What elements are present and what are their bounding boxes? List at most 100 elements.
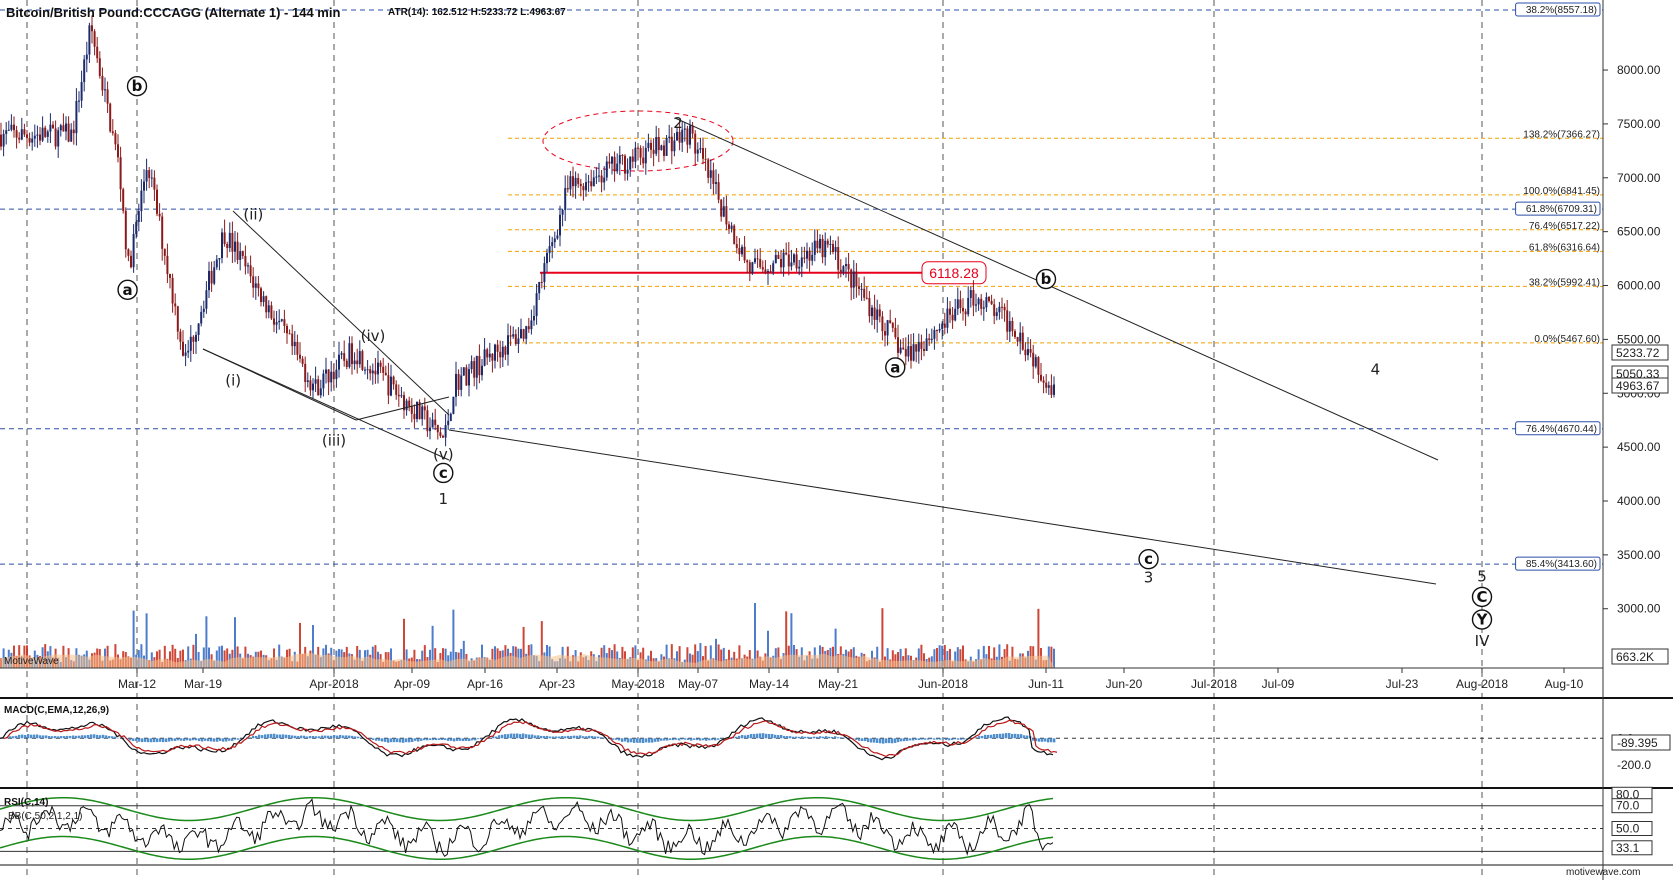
candle-body	[148, 170, 151, 178]
candle-body	[5, 130, 8, 134]
macd-hist-bar	[393, 738, 396, 743]
candle-body	[1034, 357, 1037, 367]
candle-body	[988, 296, 990, 302]
candle-body	[434, 419, 437, 425]
macd-hist-bar	[891, 738, 894, 744]
candle-body	[813, 240, 816, 255]
macd-hist-bar	[90, 734, 93, 739]
candle-body	[665, 137, 668, 156]
macd-hist-bar	[261, 735, 264, 739]
candle-body	[891, 323, 894, 328]
candle-body	[213, 267, 216, 284]
candle-body	[761, 267, 764, 270]
macd-hist-bar	[357, 736, 360, 739]
candle-body	[517, 338, 520, 344]
macd-hist-bar	[753, 733, 756, 739]
macd-hist-bar	[147, 738, 150, 743]
volume-bar	[226, 648, 229, 668]
candle-body	[561, 209, 564, 215]
candle-body	[283, 319, 286, 326]
candle-body	[439, 432, 442, 436]
candle-body	[65, 123, 67, 132]
macd-hist-bar	[267, 734, 270, 739]
date-tick-label: Jun-2018	[918, 677, 968, 691]
macd-hist-bar	[711, 738, 714, 741]
macd-hist-bar	[456, 738, 459, 741]
candle-body	[358, 351, 361, 365]
date-tick-label: Apr-09	[394, 677, 430, 691]
date-tick-label: May-14	[749, 677, 789, 691]
macd-hist-bar	[321, 735, 324, 739]
candle-body	[205, 290, 208, 309]
volume-bar	[174, 648, 177, 668]
candle-body	[288, 333, 291, 335]
macd-hist-bar	[465, 738, 468, 741]
macd-hist-bar	[618, 738, 621, 741]
volume-bar	[650, 650, 652, 668]
wave-label-circle	[1471, 586, 1493, 608]
candle-body	[769, 271, 772, 273]
volume-bar	[941, 645, 944, 668]
macd-hist-bar	[180, 738, 183, 741]
macd-hist-bar	[954, 738, 957, 740]
volume-bar	[696, 651, 699, 668]
volume-bar	[717, 644, 720, 668]
macd-hist-bar	[666, 738, 669, 741]
candle-body	[897, 337, 899, 353]
macd-hist-bar	[678, 738, 681, 741]
candle-body	[403, 395, 405, 411]
candle-body	[260, 288, 262, 303]
macd-hist-bar	[24, 734, 27, 739]
candle-body	[871, 307, 873, 317]
candle-body	[725, 206, 728, 225]
candle-body	[169, 273, 171, 278]
macd-hist-bar	[336, 735, 339, 739]
volume-bar	[195, 633, 197, 668]
candle-body	[655, 136, 658, 154]
candle-body	[470, 361, 473, 370]
macd-hist-bar	[1014, 733, 1017, 739]
rsi-band-upper	[0, 796, 1054, 822]
candle-body	[1045, 382, 1048, 388]
candle-body	[327, 369, 330, 383]
candle-body	[852, 271, 855, 288]
candle-body	[967, 297, 970, 315]
macd-hist-bar	[78, 735, 81, 739]
macd-hist-bar	[789, 736, 792, 739]
candle-body	[254, 283, 257, 288]
volume-bar	[988, 645, 990, 668]
volume-bar	[613, 644, 616, 668]
macd-hist-bar	[9, 736, 12, 739]
candle-body	[361, 351, 364, 370]
macd-hist-bar	[648, 738, 651, 743]
macd-hist-bar	[987, 734, 990, 739]
macd-hist-bar	[351, 735, 354, 739]
volume-bar	[720, 649, 723, 668]
candle-body	[782, 252, 785, 268]
macd-hist-bar	[252, 735, 255, 739]
candle-body	[189, 336, 192, 351]
macd-hist-bar	[1047, 738, 1050, 743]
macd-hist-bar	[402, 738, 405, 743]
fib-label: 38.2%(5992.41)	[1529, 277, 1600, 288]
macd-hist-bar	[519, 734, 522, 739]
candle-body	[582, 186, 585, 191]
macd-hist-bar	[18, 734, 21, 739]
macd-hist-bar	[171, 738, 174, 741]
macd-hist-bar	[111, 736, 114, 739]
macd-hist-bar	[924, 738, 927, 740]
volume-bar	[767, 630, 769, 668]
candle-body	[733, 225, 736, 245]
wave-label: C	[1476, 588, 1487, 606]
wave-label: 4	[1371, 361, 1381, 379]
macd-hist-bar	[897, 738, 900, 743]
macd-hist-bar	[984, 734, 987, 739]
macd-hist-bar	[795, 736, 798, 739]
candle-body	[499, 351, 502, 358]
volume-bars	[0, 603, 1055, 668]
macd-hist-bar	[894, 738, 897, 743]
candle-body	[699, 148, 702, 150]
macd-hist-bar	[876, 738, 879, 743]
candle-body	[312, 383, 314, 391]
macd-hist-bar	[885, 738, 888, 744]
